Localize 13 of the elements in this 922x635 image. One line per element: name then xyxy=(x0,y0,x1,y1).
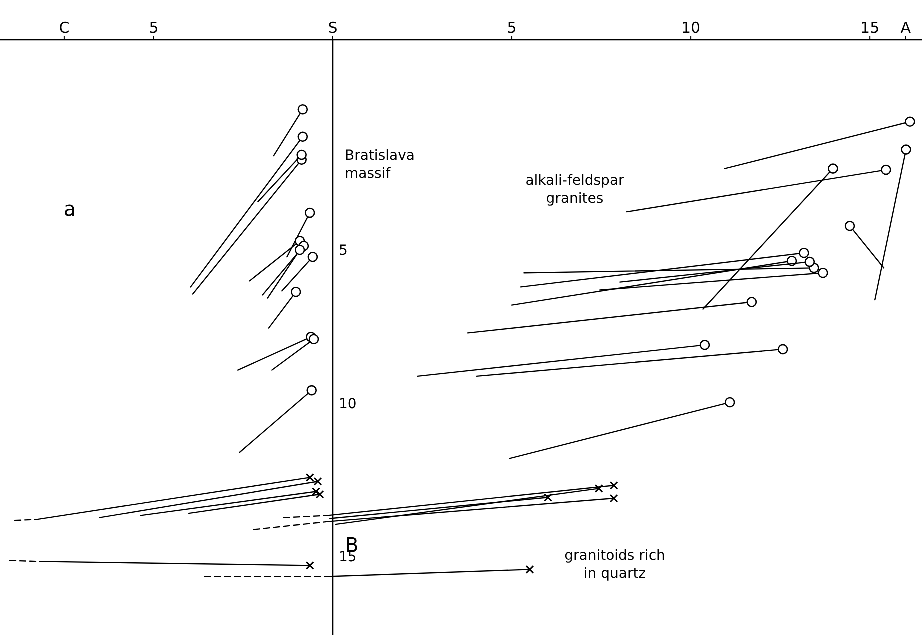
x-tick-label: 10 xyxy=(682,19,701,37)
annotation: alkali-feldspar granites xyxy=(526,173,625,208)
x-tick-label: A xyxy=(900,19,912,37)
annotation: granitoids rich in quartz xyxy=(564,548,666,582)
annotation: a xyxy=(64,197,76,221)
x-tick-label: C xyxy=(59,19,70,37)
x-tick-label: 5 xyxy=(507,19,517,37)
y-tick-label: 10 xyxy=(338,396,357,412)
annotation: Bratislava massif xyxy=(345,148,415,182)
y-tick-label: 5 xyxy=(338,242,348,259)
x-tick-label: 5 xyxy=(149,19,159,37)
x-tick-label: S xyxy=(328,19,338,37)
x-tick-label: 15 xyxy=(860,19,880,37)
